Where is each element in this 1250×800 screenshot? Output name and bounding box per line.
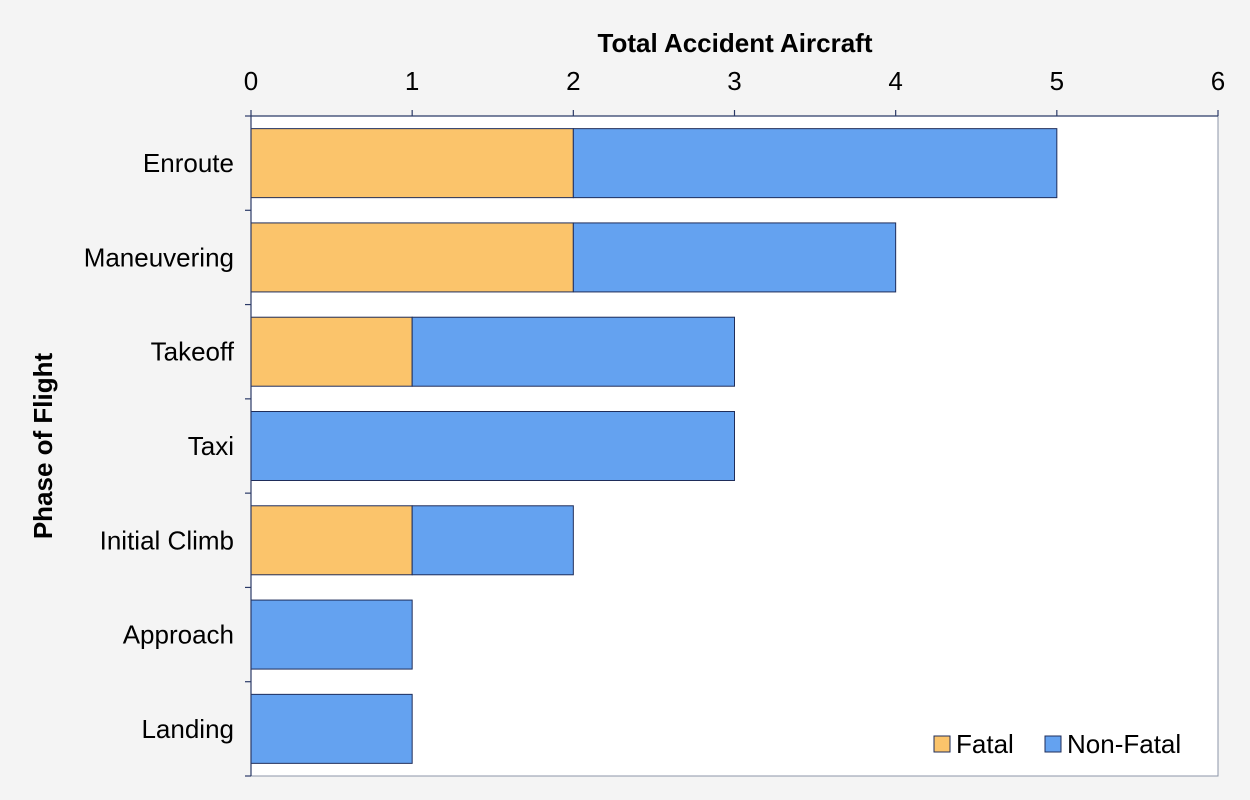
bar-non-fatal-taxi bbox=[250, 411, 735, 481]
y-axis-title: Phase of Flight bbox=[28, 352, 58, 539]
x-tick-label: 1 bbox=[405, 66, 419, 96]
x-tick-label: 3 bbox=[727, 66, 741, 96]
x-tick-label: 5 bbox=[1050, 66, 1064, 96]
legend-swatch-fatal bbox=[933, 735, 951, 753]
bar-fatal-maneuvering bbox=[250, 222, 574, 293]
y-tick-label: Taxi bbox=[188, 431, 234, 461]
bar-fatal-takeoff bbox=[250, 316, 413, 387]
bar-non-fatal-landing bbox=[250, 693, 413, 764]
y-tick-label: Enroute bbox=[143, 148, 234, 178]
bars-group bbox=[250, 128, 1058, 764]
x-tick-label: 2 bbox=[566, 66, 580, 96]
bar-non-fatal-enroute bbox=[572, 128, 1058, 199]
legend-label-non-fatal: Non-Fatal bbox=[1067, 729, 1181, 759]
legend: Fatal Non-Fatal bbox=[933, 729, 1181, 759]
bar-non-fatal-initial-climb bbox=[411, 505, 574, 576]
bar-non-fatal-takeoff bbox=[411, 316, 735, 387]
y-tick-label: Approach bbox=[123, 620, 234, 650]
y-tick-label: Initial Climb bbox=[100, 525, 234, 555]
y-tick-label: Maneuvering bbox=[84, 242, 234, 272]
bar-fatal-initial-climb bbox=[250, 505, 413, 576]
x-tick-label: 4 bbox=[888, 66, 902, 96]
y-tick-label: Landing bbox=[141, 714, 234, 744]
legend-swatch-non-fatal bbox=[1044, 735, 1062, 753]
bar-non-fatal-maneuvering bbox=[572, 222, 897, 293]
bar-fatal-enroute bbox=[250, 128, 574, 199]
x-axis-title: Total Accident Aircraft bbox=[598, 28, 873, 58]
x-tick-label: 0 bbox=[244, 66, 258, 96]
axes-group: Enroute Maneuvering Takeoff Taxi Initial Cli… bbox=[84, 66, 1225, 777]
x-tick-label: 6 bbox=[1211, 66, 1225, 96]
legend-label-fatal: Fatal bbox=[956, 729, 1014, 759]
y-tick-label: Takeoff bbox=[151, 337, 235, 367]
bar-non-fatal-approach bbox=[250, 599, 413, 670]
